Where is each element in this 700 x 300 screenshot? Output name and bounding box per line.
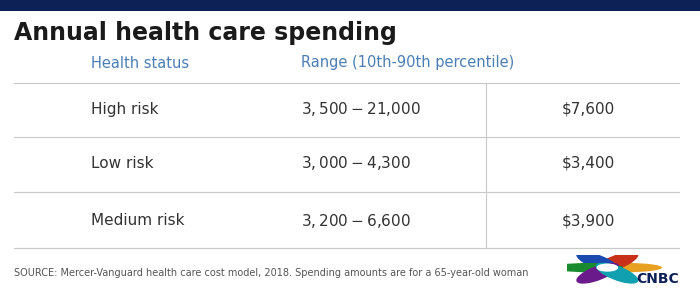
Ellipse shape (576, 263, 619, 284)
Text: Range (10th-90th percentile): Range (10th-90th percentile) (301, 56, 514, 70)
Text: Medium risk: Medium risk (91, 213, 185, 228)
Text: Health status: Health status (91, 56, 189, 70)
Bar (0, 0, 700, 11)
Text: Annual health care spending: Annual health care spending (14, 21, 397, 45)
Text: High risk: High risk (91, 102, 158, 117)
Ellipse shape (596, 263, 638, 284)
Text: $3,200-$6,600: $3,200-$6,600 (301, 212, 411, 230)
Text: $7,600: $7,600 (561, 102, 615, 117)
Ellipse shape (576, 252, 619, 272)
Text: $3,000-$4,300: $3,000-$4,300 (301, 154, 411, 172)
Text: SOURCE: Mercer-Vanguard health care cost model, 2018. Spending amounts are for a: SOURCE: Mercer-Vanguard health care cost… (14, 268, 528, 278)
Ellipse shape (552, 263, 623, 272)
Ellipse shape (592, 263, 662, 272)
Circle shape (597, 264, 617, 271)
Text: $3,400: $3,400 (561, 156, 615, 171)
Text: $3,900: $3,900 (561, 213, 615, 228)
Ellipse shape (596, 252, 638, 272)
Text: CNBC: CNBC (636, 272, 679, 286)
Text: $3,500-$21,000: $3,500-$21,000 (301, 100, 421, 118)
Text: Low risk: Low risk (91, 156, 153, 171)
